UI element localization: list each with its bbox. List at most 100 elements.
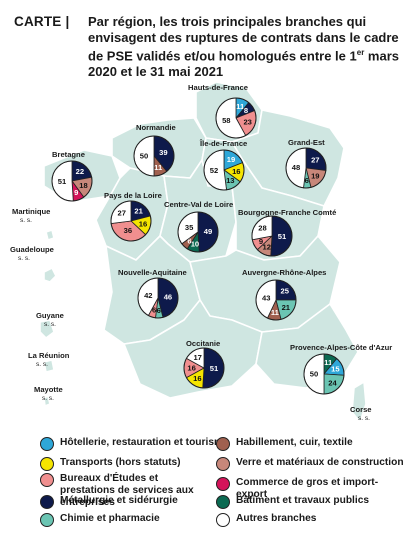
pie-value-provence-alpes-cote-d-azur-batiment: 11 bbox=[324, 358, 333, 367]
pie-value-provence-alpes-cote-d-azur-autres: 50 bbox=[310, 370, 318, 379]
territory-note-guyane: s. s. bbox=[44, 321, 56, 328]
territory-label-la-reunion: La Réunion bbox=[28, 351, 70, 360]
region-label-hauts-de-france: Hauts-de-France bbox=[188, 83, 248, 92]
legend-item-verre: Verre et matériaux de construction bbox=[216, 457, 406, 471]
pie-value-grand-est-verre: 19 bbox=[311, 172, 319, 181]
territory-label-guyane: Guyane bbox=[36, 311, 64, 320]
region-label-ile-de-france: Île-de-France bbox=[199, 139, 247, 148]
legend-swatch-chimie bbox=[40, 513, 54, 527]
pie-value-bretagne-verre: 18 bbox=[79, 181, 87, 190]
pie-value-auvergne-rhone-alpes-habillement: 11 bbox=[271, 308, 280, 317]
legend-swatch-verre bbox=[216, 457, 230, 471]
pie-value-hauts-de-france-hotellerie: 11 bbox=[236, 102, 245, 111]
pie-value-auvergne-rhone-alpes-metallurgie: 25 bbox=[281, 287, 290, 296]
legend-label-batiment: Bâtiment et travaux publics bbox=[236, 495, 370, 506]
legend-swatch-commerce bbox=[216, 477, 230, 491]
pie-value-bretagne-commerce: 9 bbox=[74, 188, 78, 197]
pie-value-normandie-habillement: 11 bbox=[154, 163, 163, 172]
territory-label-guadeloupe: Guadeloupe bbox=[10, 245, 54, 254]
legend-swatch-bureaux bbox=[40, 473, 54, 487]
pie-value-pays-de-la-loire-bureaux: 36 bbox=[124, 226, 132, 235]
pie-value-centre-val-de-loire-autres: 35 bbox=[185, 223, 194, 232]
region-label-occitanie: Occitanie bbox=[186, 339, 220, 348]
territory-label-mayotte: Mayotte bbox=[34, 385, 63, 394]
pie-outline-auvergne-rhone-alpes bbox=[255, 279, 297, 321]
region-label-bourgogne-franche-comte: Bourgogne-Franche Comté bbox=[238, 208, 336, 217]
territory-label-martinique: Martinique bbox=[12, 207, 50, 216]
pie-value-auvergne-rhone-alpes-autres: 43 bbox=[262, 293, 270, 302]
pie-value-hauts-de-france-metallurgie: 8 bbox=[244, 106, 248, 115]
pie-value-hauts-de-france-bureaux: 23 bbox=[243, 118, 251, 127]
pie-outline-grand-est bbox=[285, 147, 327, 189]
title-tag: CARTE | bbox=[14, 14, 70, 29]
pie-value-nouvelle-aquitaine-chimie: 6 bbox=[157, 306, 161, 315]
pie-bourgogne-franche-comte: 51 129 28 bbox=[251, 215, 293, 257]
pie-centre-val-de-loire: 49 106 35 bbox=[177, 211, 219, 253]
pie-value-provence-alpes-cote-d-azur-hotellerie: 15 bbox=[331, 365, 340, 374]
pie-normandie: 39 11 50 bbox=[133, 135, 175, 177]
legend-item-batiment: Bâtiment et travaux publics bbox=[216, 495, 406, 509]
legend-item-hotellerie: Hôtellerie, restauration et tourisme bbox=[40, 437, 230, 451]
territory-label-corse: Corse bbox=[350, 405, 372, 414]
pie-value-bourgogne-franche-comte-autres: 28 bbox=[258, 224, 266, 233]
pie-value-normandie-metallurgie: 39 bbox=[159, 148, 167, 157]
pie-value-occitanie-bureaux: 16 bbox=[187, 364, 195, 373]
pie-outline-provence-alpes-cote-d-azur bbox=[303, 353, 345, 395]
title-text: Par région, les trois principales branch… bbox=[88, 14, 400, 79]
pie-value-ile-de-france-hotellerie: 19 bbox=[227, 155, 235, 164]
pie-value-occitanie-metallurgie: 51 bbox=[210, 364, 219, 373]
pie-value-provence-alpes-cote-d-azur-chimie: 24 bbox=[328, 379, 337, 388]
legend-item-commerce: Commerce de gros et import-export bbox=[216, 477, 406, 501]
pie-value-pays-de-la-loire-metallurgie: 21 bbox=[134, 207, 143, 216]
legend-swatch-hotellerie bbox=[40, 437, 54, 451]
pie-value-nouvelle-aquitaine-metallurgie: 46 bbox=[164, 292, 172, 301]
region-label-auvergne-rhone-alpes: Auvergne-Rhône-Alpes bbox=[242, 268, 326, 277]
legend-swatch-transports bbox=[40, 457, 54, 471]
region-label-centre-val-de-loire: Centre-Val de Loire bbox=[164, 200, 233, 209]
pie-pays-de-la-loire: 21 16 36 27 bbox=[110, 200, 152, 242]
pie-value-nouvelle-aquitaine-bureaux: 6 bbox=[152, 305, 156, 314]
territory-note-mayotte: s. s. bbox=[42, 395, 54, 402]
territory-note-martinique: s. s. bbox=[20, 217, 32, 224]
legend-item-habillement: Habillement, cuir, textile bbox=[216, 437, 406, 451]
pie-value-ile-de-france-chimie: 13 bbox=[226, 176, 234, 185]
territory-shape-reunion bbox=[43, 359, 55, 373]
pie-value-pays-de-la-loire-transports: 16 bbox=[139, 220, 147, 229]
pie-value-hauts-de-france-autres: 58 bbox=[222, 116, 230, 125]
pie-value-grand-est-metallurgie: 27 bbox=[311, 155, 319, 164]
territory-shape-guyane bbox=[39, 319, 55, 339]
legend-swatch-metallurgie bbox=[40, 495, 54, 509]
pie-outline-occitanie bbox=[183, 347, 225, 389]
legend-item-transports: Transports (hors statuts) bbox=[40, 457, 230, 471]
pie-value-grand-est-chimie: 6 bbox=[305, 176, 309, 185]
pie-value-occitanie-transports: 16 bbox=[193, 374, 201, 383]
legend-item-metallurgie: Métallurgie et sidérurgie bbox=[40, 495, 230, 509]
pie-value-bourgogne-franche-comte-verre: 12 bbox=[262, 243, 270, 252]
pie-outline-ile-de-france bbox=[203, 149, 245, 191]
territory-note-corse: s. s. bbox=[358, 415, 370, 422]
pie-value-centre-val-de-loire-habillement: 6 bbox=[187, 237, 191, 246]
territory-note-guadeloupe: s. s. bbox=[18, 255, 30, 262]
pie-outline-nouvelle-aquitaine bbox=[137, 277, 179, 319]
pie-grand-est: 27 196 48 bbox=[285, 147, 327, 189]
pie-value-bretagne-autres: 51 bbox=[58, 177, 67, 186]
pie-value-ile-de-france-transports: 16 bbox=[232, 167, 240, 176]
pie-value-bourgogne-franche-comte-bureaux: 9 bbox=[259, 237, 263, 246]
pie-outline-bretagne bbox=[51, 160, 93, 202]
pie-value-grand-est-autres: 48 bbox=[292, 163, 300, 172]
territory-shape-guadeloupe bbox=[43, 267, 57, 283]
pie-value-bourgogne-franche-comte-metallurgie: 51 bbox=[278, 232, 287, 241]
pie-outline-bourgogne-franche-comte bbox=[251, 215, 293, 257]
legend-item-bureaux: Bureaux d'Études et prestations de servi… bbox=[40, 473, 210, 509]
legend-label-commerce: Commerce de gros et import-export bbox=[236, 477, 379, 500]
legend-label-autres: Autres branches bbox=[236, 513, 317, 524]
territory-shape-mayotte bbox=[43, 395, 51, 407]
territory-shape-martinique bbox=[45, 229, 55, 241]
